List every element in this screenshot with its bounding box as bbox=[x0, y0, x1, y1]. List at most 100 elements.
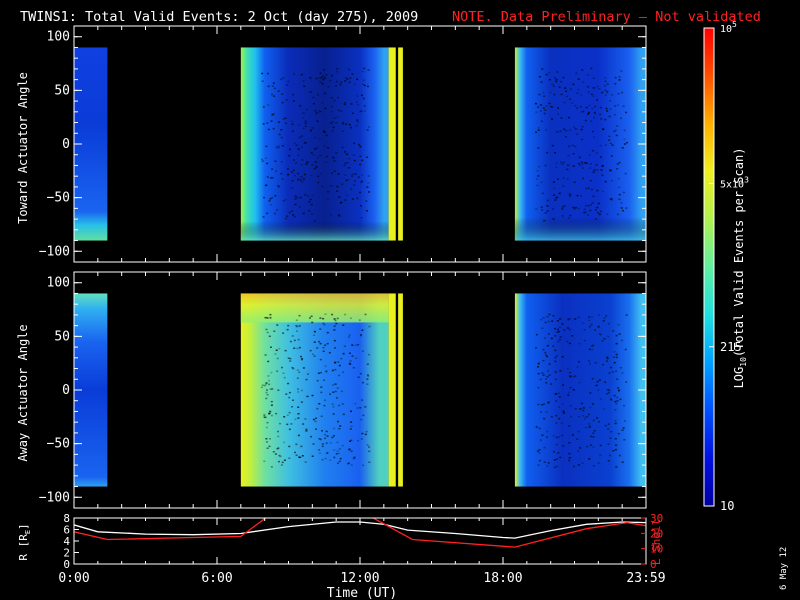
heatmap-speckle bbox=[314, 420, 317, 423]
heatmap-speckle bbox=[567, 164, 570, 166]
y-tick-label: −100 bbox=[39, 490, 70, 505]
heatmap-speckle bbox=[552, 85, 555, 87]
heatmap-speckle bbox=[556, 465, 558, 468]
heatmap-speckle bbox=[617, 93, 620, 95]
heatmap-speckle bbox=[277, 185, 280, 187]
heatmap-speckle bbox=[297, 391, 300, 393]
heatmap-band bbox=[240, 221, 389, 241]
heatmap-speckle bbox=[567, 154, 570, 157]
heatmap-speckle bbox=[337, 420, 339, 423]
heatmap-speckle bbox=[540, 120, 543, 123]
heatmap-speckle bbox=[556, 320, 559, 322]
heatmap-speckle bbox=[588, 348, 591, 351]
heatmap-speckle bbox=[338, 215, 341, 217]
heatmap-speckle bbox=[294, 215, 296, 218]
heatmap-speckle bbox=[282, 77, 285, 79]
heatmap-speckle bbox=[609, 398, 612, 400]
heatmap-speckle bbox=[609, 437, 612, 439]
heatmap-speckle bbox=[266, 441, 268, 443]
y-tick-label: 0 bbox=[62, 383, 70, 398]
heatmap-speckle bbox=[310, 77, 313, 80]
heatmap-speckle bbox=[333, 117, 336, 119]
heatmap-speckle bbox=[323, 92, 326, 95]
heatmap-speckle bbox=[592, 171, 595, 173]
heatmap-segment bbox=[514, 293, 646, 487]
heatmap-speckle bbox=[562, 445, 565, 447]
heatmap-speckle bbox=[535, 347, 537, 349]
heatmap-speckle bbox=[584, 418, 586, 420]
heatmap-speckle bbox=[547, 320, 550, 323]
heatmap-speckle bbox=[584, 119, 587, 122]
heatmap-speckle bbox=[338, 404, 341, 407]
heatmap-speckle bbox=[558, 339, 561, 341]
heatmap-speckle bbox=[284, 122, 287, 124]
heatmap-speckle bbox=[315, 428, 318, 430]
heatmap-speckle bbox=[331, 403, 334, 405]
heatmap-speckle bbox=[344, 162, 347, 164]
heatmap-speckle bbox=[537, 175, 540, 177]
heatmap-speckle bbox=[559, 318, 562, 320]
heatmap-speckle bbox=[280, 172, 283, 175]
heatmap-speckle bbox=[315, 112, 318, 114]
heatmap-speckle bbox=[610, 180, 613, 182]
heatmap-speckle bbox=[561, 323, 564, 325]
heatmap-speckle bbox=[305, 428, 308, 431]
heatmap-speckle bbox=[558, 396, 561, 398]
heatmap-speckle bbox=[599, 444, 602, 447]
heatmap-speckle bbox=[614, 409, 617, 411]
heatmap-speckle bbox=[311, 194, 314, 197]
heatmap-speckle bbox=[292, 367, 295, 370]
heatmap-speckle bbox=[540, 318, 543, 321]
heatmap-speckle bbox=[353, 142, 355, 145]
heatmap-speckle bbox=[315, 417, 317, 420]
heatmap-speckle bbox=[556, 331, 559, 333]
heatmap-speckle bbox=[355, 357, 358, 359]
heatmap-speckle bbox=[266, 176, 269, 178]
heatmap-speckle bbox=[599, 113, 602, 116]
heatmap-speckle bbox=[332, 126, 335, 129]
orbit-ylabel-end: ] bbox=[17, 523, 30, 530]
heatmap-speckle bbox=[593, 136, 596, 138]
y-tick-label: 2 bbox=[63, 547, 70, 560]
heatmap-speckle bbox=[580, 94, 583, 96]
heatmap-speckle bbox=[291, 120, 294, 123]
x-tick-label: 12:00 bbox=[340, 571, 379, 586]
heatmap-speckle bbox=[540, 206, 543, 208]
heatmap-speckle bbox=[322, 75, 325, 77]
heatmap-speckle bbox=[359, 191, 361, 194]
heatmap-speckle bbox=[286, 414, 289, 416]
heatmap-speckle bbox=[545, 378, 548, 380]
heatmap-speckle bbox=[554, 371, 557, 373]
heatmap-speckle bbox=[348, 157, 351, 160]
heatmap-speckle bbox=[592, 465, 595, 467]
heatmap-speckle bbox=[545, 354, 547, 356]
heatmap-speckle bbox=[535, 426, 538, 428]
heatmap-speckle bbox=[556, 71, 559, 73]
heatmap-speckle bbox=[589, 209, 592, 212]
heatmap-speckle bbox=[577, 361, 580, 363]
y-tick-label: 6 bbox=[63, 524, 70, 537]
heatmap-speckle bbox=[625, 111, 627, 114]
heatmap-speckle bbox=[542, 91, 545, 94]
heatmap-speckle bbox=[537, 386, 540, 389]
heatmap-speckle bbox=[320, 386, 323, 388]
heatmap-speckle bbox=[564, 87, 567, 89]
heatmap-speckle bbox=[312, 418, 315, 421]
heatmap-speckle bbox=[619, 398, 622, 401]
heatmap-speckle bbox=[268, 445, 271, 448]
heatmap-speckle bbox=[618, 333, 621, 335]
heatmap-speckle bbox=[610, 199, 613, 201]
heatmap-speckle bbox=[276, 357, 279, 360]
away-ylabel: Away Actuator Angle bbox=[16, 324, 30, 461]
heatmap-speckle bbox=[609, 142, 612, 145]
heatmap-speckle bbox=[552, 315, 555, 317]
heatmap-speckle bbox=[280, 129, 283, 131]
heatmap-speckle bbox=[368, 450, 371, 453]
heatmap-speckle bbox=[357, 376, 360, 378]
heatmap-speckle bbox=[542, 359, 545, 362]
y-tick-label: −50 bbox=[47, 191, 70, 206]
heatmap-speckle bbox=[291, 123, 294, 125]
heatmap-speckle bbox=[572, 376, 575, 378]
heatmap-speckle bbox=[581, 138, 584, 141]
